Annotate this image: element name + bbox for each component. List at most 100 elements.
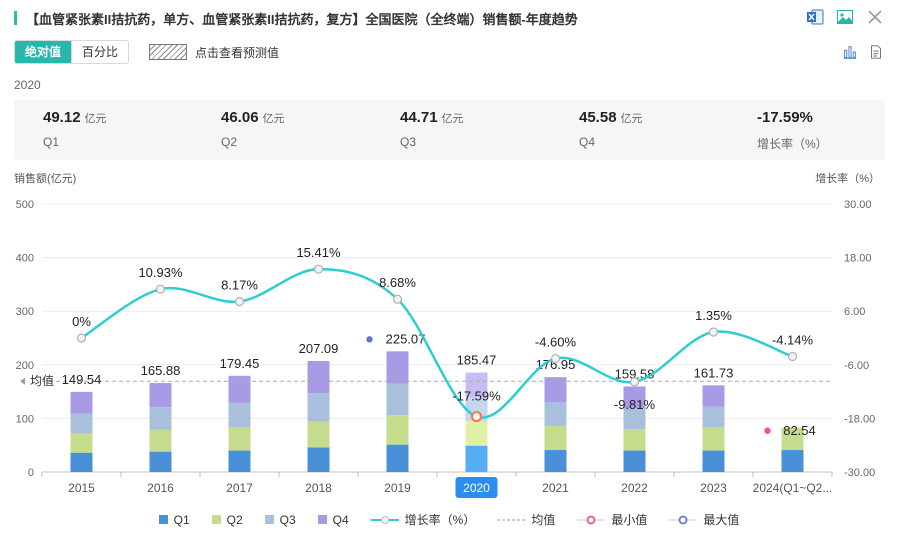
bar-segment-q3	[307, 393, 330, 422]
growth-rate-label: 8.17%	[221, 278, 258, 293]
legend-item-q1[interactable]: Q1	[158, 511, 190, 528]
kpi-unit: 亿元	[262, 113, 285, 125]
legend-item-average[interactable]: 均值	[497, 511, 555, 528]
bar-total-label: 207.09	[299, 341, 339, 356]
bar-total-label: 225.07	[386, 331, 426, 346]
bar-total-label: 179.45	[220, 356, 260, 371]
legend-label: 最大值	[703, 513, 740, 527]
y-tick-label: 400	[16, 253, 34, 265]
legend-item-min[interactable]: 最小值	[577, 511, 647, 528]
kpi-value: 45.58	[579, 109, 617, 126]
y-right-tick-label: -18.00	[844, 413, 875, 425]
growth-point	[787, 351, 798, 362]
summary-year: 2020	[14, 78, 41, 92]
growth-point	[76, 333, 87, 343]
absolute-value-button[interactable]: 绝对值	[15, 41, 72, 63]
kpi-q3: 44.71 亿元 Q3	[400, 109, 464, 149]
bar-segment-q3	[544, 402, 567, 426]
bar-segment-q2	[386, 415, 409, 445]
bar-segment-q2	[781, 427, 804, 451]
x-tick-label: 2015	[68, 481, 95, 495]
toolbar: 绝对值 百分比 点击查看预测值	[14, 40, 279, 64]
growth-point	[629, 377, 640, 387]
y-right-tick-label: 30.00	[844, 199, 872, 211]
bar-segment-q2	[70, 433, 93, 453]
growth-rate-label: 8.68%	[379, 275, 416, 290]
selected-year-highlight	[455, 477, 498, 498]
bar-segment-q4	[623, 386, 646, 409]
bar-segment-q3	[149, 407, 172, 430]
legend-average-line-icon	[497, 519, 526, 520]
kpi-value: -17.59%	[757, 109, 813, 126]
y-axis-title-right: 增长率（%）	[815, 173, 880, 185]
bar-segment-q2	[702, 426, 725, 451]
kpi-label: Q3	[400, 135, 417, 149]
y-tick-label: 0	[28, 467, 34, 479]
legend-item-q3[interactable]: Q3	[264, 511, 296, 528]
legend-item-max[interactable]: 最大值	[669, 511, 739, 528]
forecast-hatch-swatch	[149, 44, 188, 60]
y-right-tick-label: 6.00	[844, 306, 865, 318]
kpi-unit: 亿元	[620, 113, 643, 125]
bar-segment-q1	[307, 447, 330, 472]
bar-segment-q3	[386, 383, 409, 416]
growth-rate-label: -9.81%	[614, 397, 656, 412]
bar-total-label: 161.73	[694, 365, 734, 380]
legend-label: Q4	[332, 512, 349, 527]
bar-total-label: 176.95	[536, 357, 576, 372]
chart-legend: Q1 Q2 Q3 Q4 增长率（%） 均值 最小值 最大值	[0, 511, 898, 528]
bar-segment-q4	[70, 391, 93, 414]
growth-point	[392, 294, 403, 304]
legend-label: 最小值	[611, 513, 648, 527]
y-tick-label: 500	[16, 199, 34, 211]
legend-item-growth[interactable]: 增长率（%）	[370, 511, 476, 528]
legend-swatch-q2	[211, 515, 221, 524]
growth-rate-label: -4.60%	[535, 335, 577, 350]
legend-swatch-q1	[158, 515, 168, 524]
bar-segment-q1	[544, 450, 567, 472]
max-value-marker	[366, 336, 373, 343]
bar-segment-q4	[386, 351, 409, 384]
x-tick-label: 2016	[147, 481, 174, 495]
legend-item-q2[interactable]: Q2	[211, 511, 243, 528]
x-tick-label: 2018	[305, 481, 332, 495]
y-right-tick-label: -6.00	[844, 360, 869, 372]
bar-segment-q2	[149, 429, 172, 452]
legend-growth-line-icon	[370, 515, 399, 524]
forecast-toggle[interactable]: 点击查看预测值	[149, 44, 279, 61]
image-export-icon[interactable]	[836, 8, 854, 26]
growth-point	[550, 353, 561, 364]
min-value-marker	[764, 427, 771, 434]
legend-label: 增长率（%）	[404, 513, 476, 527]
legend-item-q4[interactable]: Q4	[317, 511, 349, 528]
x-tick-label: 2019	[384, 481, 411, 495]
bar-segment-q4	[702, 385, 725, 407]
growth-rate-label: -17.59%	[452, 389, 501, 404]
summary-panel: 49.12 亿元 Q1 46.06 亿元 Q2 44.71 亿元 Q3 45.58 亿元…	[14, 100, 885, 160]
bar-segment-q4	[307, 360, 330, 394]
y-right-tick-label: 18.00	[844, 253, 872, 265]
excel-export-icon[interactable]	[806, 8, 824, 26]
bar-segment-q2	[228, 426, 251, 451]
legend-label: 均值	[531, 513, 556, 527]
x-tick-label: 2022	[621, 481, 648, 495]
kpi-q4: 45.58 亿元 Q4	[579, 109, 643, 149]
title-accent-bar	[14, 11, 17, 25]
legend-swatch-q4	[317, 515, 327, 524]
bar-total-label: 82.54	[783, 423, 816, 438]
average-label: 均值	[30, 373, 54, 388]
growth-point	[234, 296, 245, 307]
growth-point-selected	[470, 410, 483, 423]
legend-swatch-q3	[264, 515, 274, 524]
close-icon[interactable]	[866, 8, 884, 26]
bar-total-label: 165.88	[141, 363, 181, 378]
percentage-button[interactable]: 百分比	[71, 41, 129, 63]
kpi-label: Q1	[43, 135, 60, 149]
y-tick-label: 100	[16, 413, 34, 425]
average-line-arrow	[20, 377, 25, 385]
bar-segment-q1	[623, 450, 646, 472]
bar-segment-q4	[544, 377, 567, 403]
table-view-icon[interactable]	[868, 44, 884, 60]
growth-point	[313, 264, 324, 274]
bar-chart-view-icon[interactable]	[842, 44, 858, 60]
